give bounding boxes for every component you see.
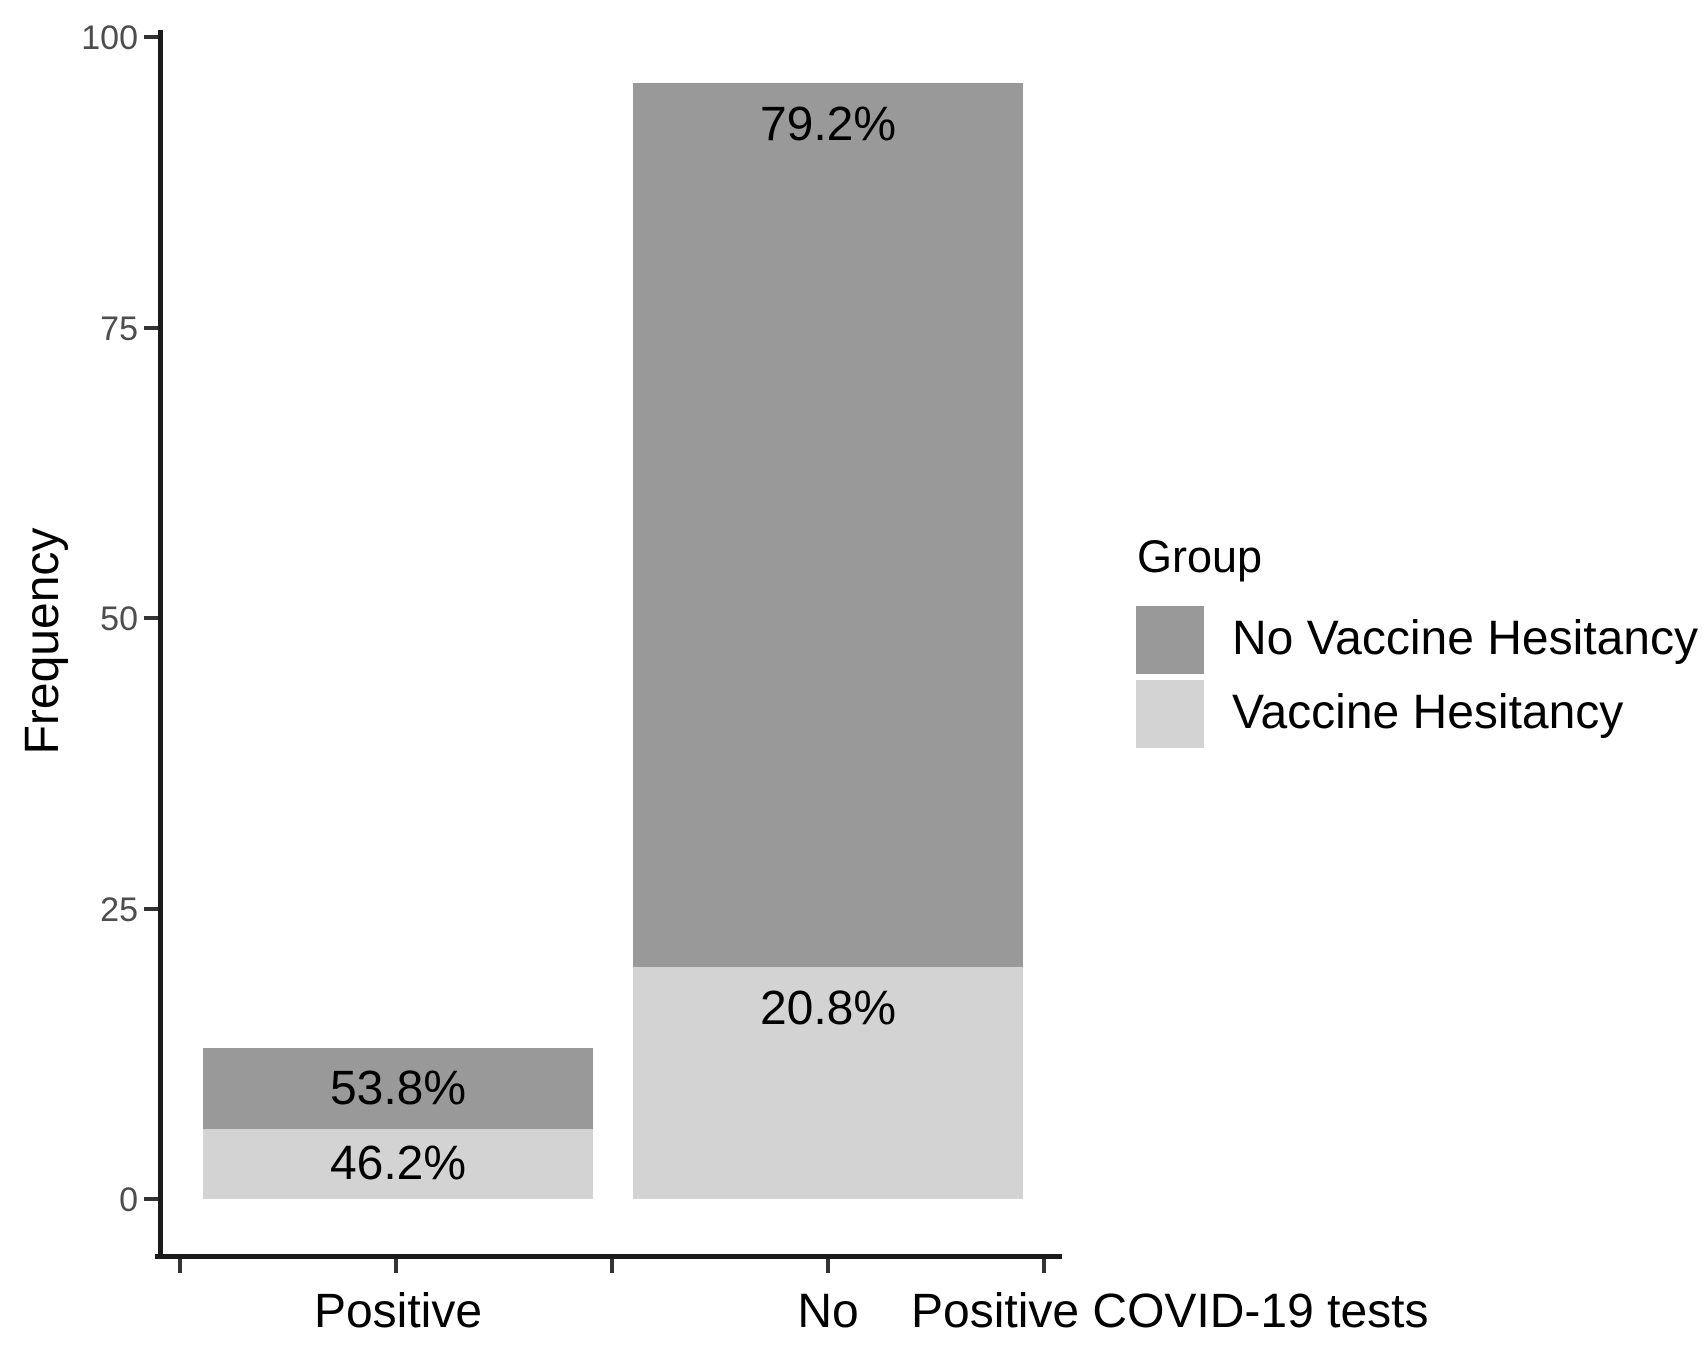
bar-segment-vaccine-hesitancy xyxy=(203,1129,593,1199)
legend-label-no-vaccine-hesitancy: No Vaccine Hesitancy xyxy=(1232,612,1698,665)
x-tick-mark xyxy=(178,1259,182,1273)
y-tick-label: 75 xyxy=(100,309,138,348)
legend-title: Group xyxy=(1137,531,1263,582)
bar-segment-label: 53.8% xyxy=(329,1061,467,1115)
legend-swatch-no-vaccine-hesitancy xyxy=(1136,606,1204,674)
x-category-label: Positive xyxy=(313,1285,483,1338)
y-axis-line xyxy=(158,30,163,1259)
x-axis-line xyxy=(155,1254,1062,1259)
bar-segment-no-vaccine-hesitancy xyxy=(633,83,1023,967)
legend-swatch-vaccine-hesitancy xyxy=(1136,680,1204,748)
y-tick-label: 25 xyxy=(100,890,138,929)
y-tick-mark xyxy=(144,35,158,39)
bar-segment-label: 46.2% xyxy=(329,1137,467,1191)
x-tick-mark xyxy=(826,1259,830,1273)
x-tick-mark xyxy=(1042,1259,1046,1273)
legend-label-vaccine-hesitancy: Vaccine Hesitancy xyxy=(1232,686,1624,739)
y-tick-mark xyxy=(144,616,158,620)
bar-segment-vaccine-hesitancy xyxy=(633,966,1023,1199)
bar-segment-label: 20.8% xyxy=(759,981,897,1035)
y-tick-mark xyxy=(144,906,158,911)
x-axis-title: Positive COVID-19 tests xyxy=(911,1285,1429,1338)
bar-segment-no-vaccine-hesitancy xyxy=(203,1047,593,1130)
y-tick-mark xyxy=(144,325,158,330)
x-tick-mark xyxy=(394,1259,398,1273)
y-tick-mark xyxy=(144,1197,158,1201)
bar-segment-label: 79.2% xyxy=(759,98,897,152)
y-tick-label: 0 xyxy=(119,1181,138,1219)
x-tick-mark xyxy=(610,1259,614,1273)
y-tick-label: 100 xyxy=(81,19,138,57)
x-category-label: No xyxy=(797,1285,859,1338)
y-axis-title: Frequency xyxy=(16,527,69,755)
y-tick-label: 50 xyxy=(100,600,138,638)
